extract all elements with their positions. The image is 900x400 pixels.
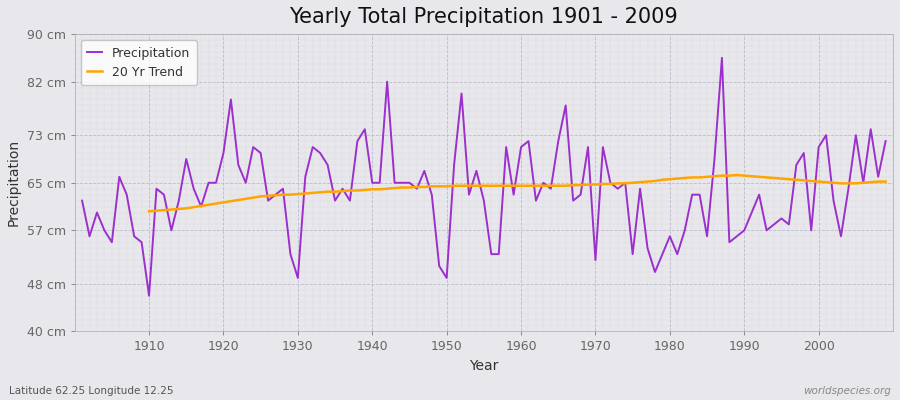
Precipitation: [880, 139, 891, 144]
Precipitation: [352, 139, 363, 144]
Text: worldspecies.org: worldspecies.org: [803, 386, 891, 396]
Precipitation: [144, 293, 155, 298]
Legend: Precipitation, 20 Yr Trend: Precipitation, 20 Yr Trend: [81, 40, 197, 85]
20 Yr Trend: [144, 209, 155, 214]
20 Yr Trend: [828, 180, 839, 185]
Precipitation: [716, 56, 727, 60]
20 Yr Trend: [732, 173, 742, 178]
Precipitation: [523, 139, 534, 144]
20 Yr Trend: [523, 183, 534, 188]
Precipitation: [516, 145, 526, 150]
20 Yr Trend: [850, 181, 861, 186]
Precipitation: [76, 198, 87, 203]
20 Yr Trend: [582, 182, 593, 187]
Line: 20 Yr Trend: 20 Yr Trend: [149, 175, 886, 211]
Precipitation: [612, 186, 623, 191]
Precipitation: [307, 145, 318, 150]
Y-axis label: Precipitation: Precipitation: [7, 139, 21, 226]
20 Yr Trend: [315, 190, 326, 195]
Precipitation: [136, 240, 147, 245]
X-axis label: Year: Year: [469, 359, 499, 373]
Text: Latitude 62.25 Longitude 12.25: Latitude 62.25 Longitude 12.25: [9, 386, 174, 396]
Title: Yearly Total Precipitation 1901 - 2009: Yearly Total Precipitation 1901 - 2009: [290, 7, 679, 27]
Line: Precipitation: Precipitation: [82, 58, 886, 296]
20 Yr Trend: [285, 192, 296, 197]
20 Yr Trend: [880, 179, 891, 184]
